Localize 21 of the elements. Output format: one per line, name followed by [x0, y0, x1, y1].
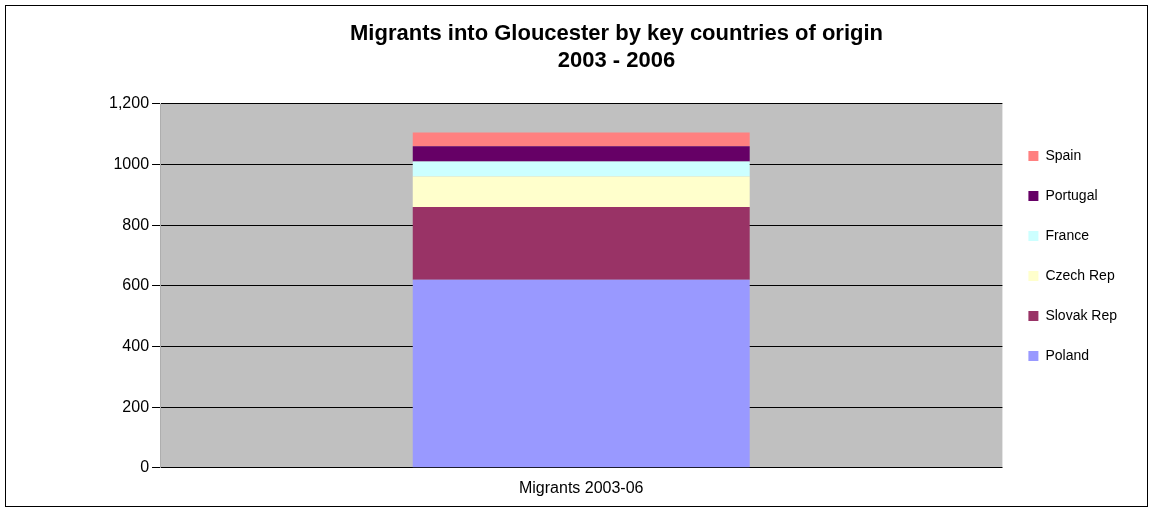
y-tick-label: 200	[122, 397, 150, 415]
legend-label: Slovak Rep	[1045, 306, 1118, 323]
bar	[412, 161, 750, 177]
y-tick-label: 800	[122, 215, 150, 233]
bar	[412, 279, 750, 468]
chart-title: Migrants into Gloucester by key countries of origin 2003 - 2006	[350, 20, 883, 72]
legend-label: Poland	[1045, 346, 1089, 363]
legend-label: Portugal	[1045, 186, 1098, 203]
bar	[412, 146, 750, 162]
legend-label: Spain	[1045, 146, 1082, 163]
y-tick-label: 0	[140, 458, 150, 476]
y-tick-label: 400	[122, 336, 150, 354]
y-tick-label: 600	[122, 276, 150, 294]
bar	[412, 176, 750, 207]
legend-label: Czech Rep	[1045, 266, 1115, 283]
y-tick-label: 1,200	[108, 94, 150, 112]
bar	[412, 206, 750, 280]
y-tick-label: 1000	[113, 154, 150, 172]
legend-label: France	[1045, 226, 1090, 243]
x-tick-label: Migrants 2003-06	[518, 478, 644, 496]
bar	[412, 132, 750, 147]
